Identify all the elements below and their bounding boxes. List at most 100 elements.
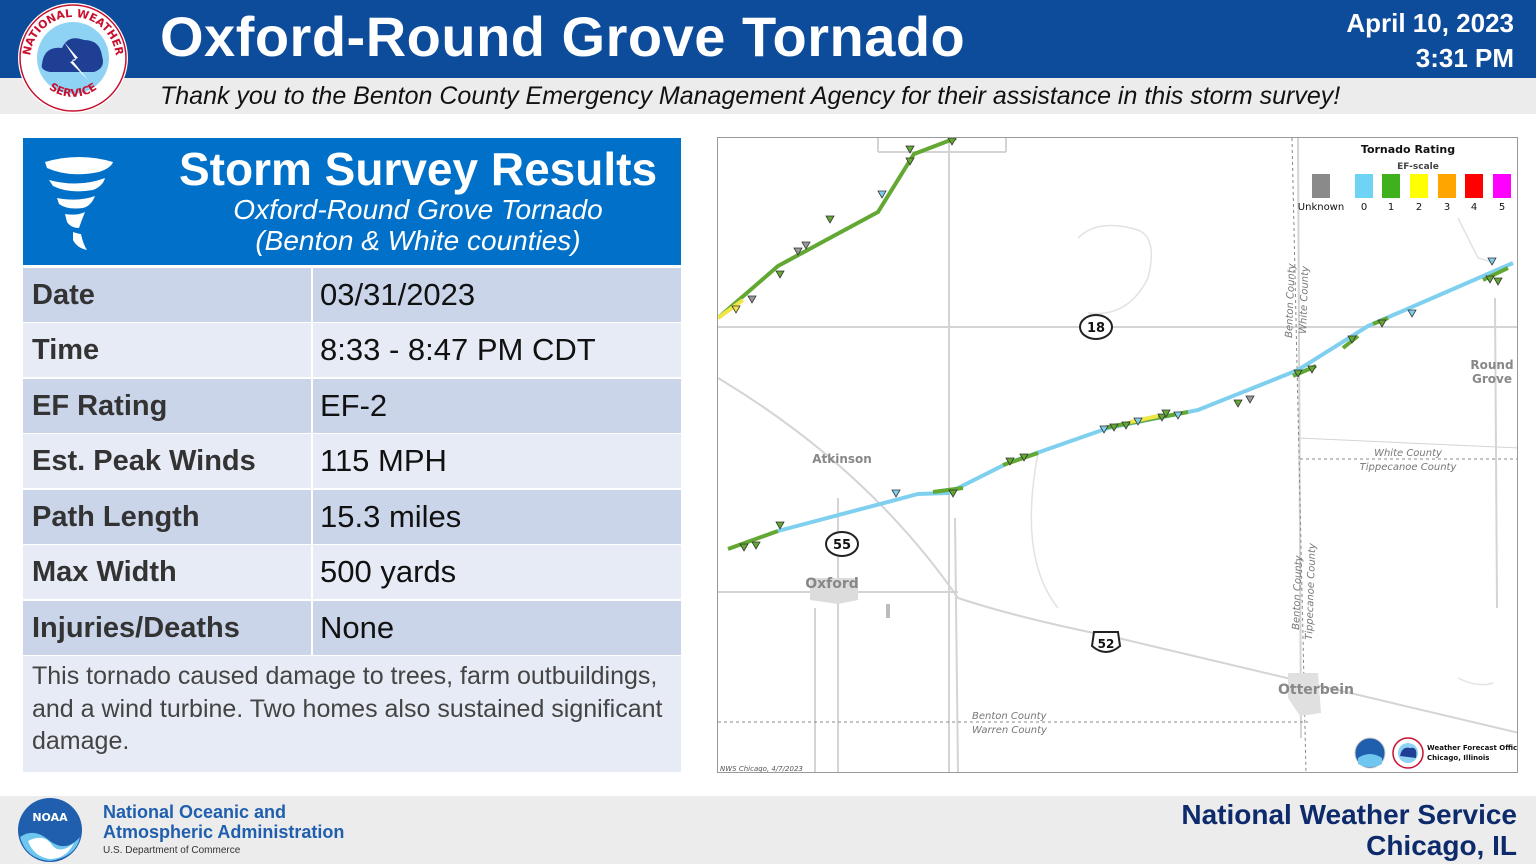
county-labels: Benton County White County White County … bbox=[972, 262, 1457, 736]
map-legend: Tornado Rating EF-scale Unknown 0 1 2 3 … bbox=[1298, 143, 1511, 213]
footer-bar bbox=[0, 796, 1536, 864]
nws-office-line1: National Weather Service bbox=[1181, 799, 1517, 830]
wfo-line1: Weather Forecast Office bbox=[1427, 744, 1518, 752]
legend-subtitle: EF-scale bbox=[1397, 162, 1439, 172]
row-label: Est. Peak Winds bbox=[23, 434, 311, 488]
legend-label-ef0: 0 bbox=[1361, 202, 1367, 213]
county-lines bbox=[718, 138, 1517, 772]
issue-time: 3:31 PM bbox=[1415, 43, 1514, 73]
legend-title: Tornado Rating bbox=[1361, 143, 1455, 156]
svg-text:SERVICE: SERVICE bbox=[47, 80, 99, 100]
county-label: Warren County bbox=[972, 725, 1048, 736]
county-label: Tippecanoe County bbox=[1360, 462, 1458, 473]
legend-swatch-ef3 bbox=[1438, 174, 1456, 198]
issue-datetime: April 10, 2023 3:31 PM bbox=[1346, 6, 1514, 76]
thanks-bar bbox=[0, 78, 1536, 114]
road-grid bbox=[718, 138, 1517, 772]
track-north-ef2 bbox=[718, 298, 745, 320]
damage-description: This tornado caused damage to trees, far… bbox=[23, 656, 681, 772]
town-atkinson: Atkinson bbox=[812, 452, 872, 466]
track-south-ef0 bbox=[777, 261, 1514, 533]
nws-logo: NATIONAL WEATHER SERVICE bbox=[18, 3, 128, 113]
legend-swatch-ef4 bbox=[1465, 174, 1483, 198]
survey-subtitle: Oxford-Round Grove Tornado (Benton & Whi… bbox=[123, 194, 713, 256]
route-18-label: 18 bbox=[1087, 321, 1105, 336]
wfo-line2: Chicago, Illinois bbox=[1427, 754, 1489, 762]
row-value: 15.3 miles bbox=[313, 490, 681, 544]
noaa-name-line2: Atmospheric Administration bbox=[103, 822, 345, 842]
county-label: White County bbox=[1298, 265, 1311, 334]
legend-label-ef4: 4 bbox=[1471, 202, 1477, 213]
legend-label-ef5: 5 bbox=[1499, 202, 1505, 213]
noaa-logo-text: NOAA bbox=[32, 811, 68, 824]
minor-roads bbox=[1030, 217, 1496, 686]
row-value: 8:33 - 8:47 PM CDT bbox=[313, 323, 681, 377]
table-row-injuries: Injuries/Deaths None bbox=[23, 601, 681, 655]
legend-swatch-ef2 bbox=[1410, 174, 1428, 198]
row-label: Injuries/Deaths bbox=[23, 601, 311, 655]
row-label: Date bbox=[23, 268, 311, 322]
town-round-grove-line2: Grove bbox=[1472, 372, 1512, 386]
nws-office: National Weather Service Chicago, IL bbox=[1181, 799, 1517, 861]
tornado-track-map[interactable]: 18 55 52 Atkinson Oxford Otterbein Round… bbox=[717, 137, 1518, 773]
table-row-max-width: Max Width 500 yards bbox=[23, 545, 681, 599]
row-value: None bbox=[313, 601, 681, 655]
row-label: Time bbox=[23, 323, 311, 377]
header-bar bbox=[0, 0, 1536, 78]
survey-subtitle-line1: Oxford-Round Grove Tornado bbox=[233, 194, 603, 225]
route-55-shield: 55 bbox=[825, 531, 859, 557]
route-52-label: 52 bbox=[1098, 637, 1115, 651]
legend-swatch-ef0 bbox=[1355, 174, 1373, 198]
table-row-peak-winds: Est. Peak Winds 115 MPH bbox=[23, 434, 681, 488]
row-label: EF Rating bbox=[23, 379, 311, 433]
table-row-path-length: Path Length 15.3 miles bbox=[23, 490, 681, 544]
row-value: 500 yards bbox=[313, 545, 681, 599]
nws-office-line2: Chicago, IL bbox=[1366, 830, 1517, 861]
row-value: 115 MPH bbox=[313, 434, 681, 488]
row-label: Max Width bbox=[23, 545, 311, 599]
page-title: Oxford-Round Grove Tornado bbox=[160, 5, 966, 68]
row-value: EF-2 bbox=[313, 379, 681, 433]
noaa-logo: NOAA bbox=[18, 798, 82, 862]
town-otterbein: Otterbein bbox=[1278, 682, 1354, 698]
county-label: Tippecanoe County bbox=[1304, 542, 1318, 640]
noaa-name: National Oceanic and Atmospheric Adminis… bbox=[103, 802, 344, 842]
oxford-area bbox=[810, 578, 858, 604]
noaa-dept: U.S. Department of Commerce bbox=[103, 845, 241, 856]
track-north-ef1 bbox=[718, 138, 957, 320]
map-canvas: 18 55 52 Atkinson Oxford Otterbein Round… bbox=[718, 138, 1518, 773]
legend-swatch-ef1 bbox=[1382, 174, 1400, 198]
row-value: 03/31/2023 bbox=[313, 268, 681, 322]
survey-subtitle-line2: (Benton & White counties) bbox=[255, 225, 581, 256]
county-label: Benton County bbox=[1284, 262, 1298, 338]
legend-swatch-unknown bbox=[1312, 174, 1330, 198]
legend-label-ef3: 3 bbox=[1444, 202, 1450, 213]
legend-label-unknown: Unknown bbox=[1298, 202, 1344, 213]
nws-logo-bottom-text: SERVICE bbox=[47, 80, 99, 100]
legend-swatch-ef5 bbox=[1493, 174, 1511, 198]
town-oxford: Oxford bbox=[805, 576, 859, 592]
survey-title: Storm Survey Results bbox=[178, 143, 658, 195]
route-18-shield: 18 bbox=[1079, 314, 1113, 340]
town-round-grove-line1: Round bbox=[1470, 358, 1513, 372]
issue-date: April 10, 2023 bbox=[1346, 8, 1514, 38]
table-row-date: Date 03/31/2023 bbox=[23, 268, 681, 322]
map-credit: NWS Chicago, 4/7/2023 bbox=[720, 765, 803, 773]
county-label: White County bbox=[1374, 448, 1443, 459]
row-label: Path Length bbox=[23, 490, 311, 544]
legend-label-ef1: 1 bbox=[1388, 202, 1394, 213]
legend-label-ef2: 2 bbox=[1416, 202, 1422, 213]
otterbein-area bbox=[1288, 673, 1321, 716]
table-row-ef-rating: EF Rating EF-2 bbox=[23, 379, 681, 433]
county-label: Benton County bbox=[1291, 554, 1305, 630]
route-52-shield: 52 bbox=[1090, 631, 1122, 653]
survey-panel-header: Storm Survey Results Oxford-Round Grove … bbox=[23, 138, 681, 265]
table-row-time: Time 8:33 - 8:47 PM CDT bbox=[23, 323, 681, 377]
tornado-icon bbox=[45, 157, 113, 250]
county-label: Benton County bbox=[972, 711, 1048, 722]
map-agency-logos: Weather Forecast Office Chicago, Illinoi… bbox=[1354, 737, 1518, 769]
damage-point-markers bbox=[731, 138, 1503, 552]
route-55-label: 55 bbox=[833, 538, 851, 553]
thanks-message: Thank you to the Benton County Emergency… bbox=[160, 82, 1341, 110]
track-south-ef1-start bbox=[727, 529, 779, 551]
